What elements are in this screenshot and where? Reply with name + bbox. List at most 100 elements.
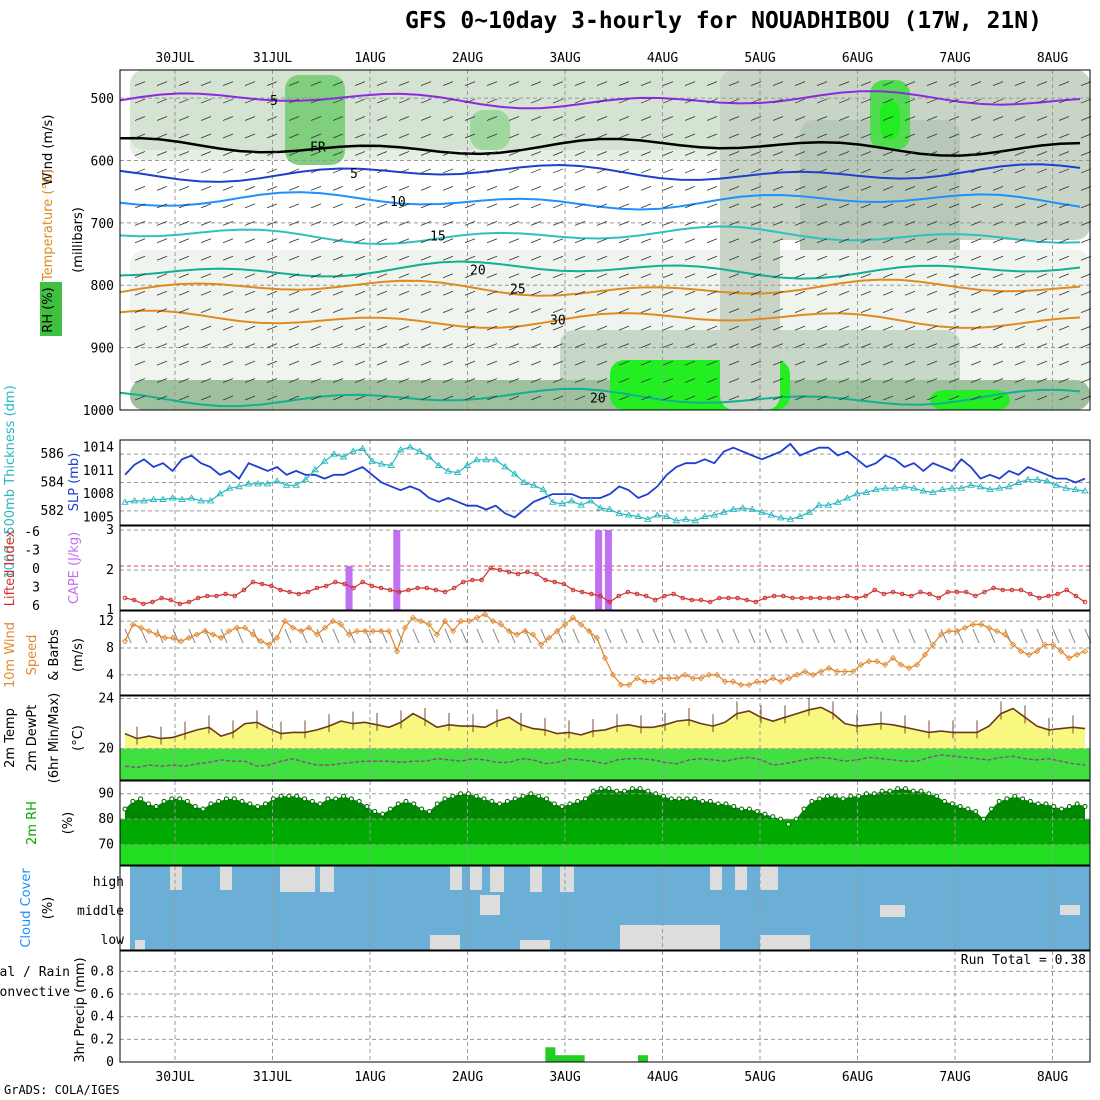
- upper-wind-barb: [970, 273, 982, 279]
- upper-wind-barb: [1014, 98, 1026, 104]
- upper-wind-barb: [684, 168, 696, 174]
- lifted-marker: [689, 597, 695, 603]
- thickness-marker: [491, 455, 500, 463]
- upper-wind-barb: [464, 203, 476, 209]
- upper-wind-barb: [288, 395, 300, 401]
- upper-wind-barb: [288, 151, 300, 156]
- upper-wind-barb: [134, 378, 146, 383]
- upper-wind-barb: [618, 395, 630, 401]
- upper-wind-barb: [882, 186, 894, 191]
- upper-wind-barb: [222, 186, 234, 191]
- upper-wind-barb: [222, 325, 234, 331]
- upper-wind-barb: [530, 255, 542, 261]
- thickness-marker: [482, 455, 490, 463]
- rh-marker: [364, 803, 370, 809]
- rh-marker: [653, 791, 659, 797]
- upper-wind-barb: [508, 186, 520, 191]
- wind-marker: [969, 621, 977, 628]
- upper-wind-barb: [838, 360, 850, 366]
- upper-wind-barb: [310, 203, 322, 209]
- precip-frame: [119, 950, 1091, 1063]
- upper-wind-barb: [948, 290, 960, 296]
- thickness-marker: [558, 499, 567, 507]
- upper-wind-barb: [420, 255, 432, 261]
- rh-marker: [957, 803, 963, 809]
- upper-wind-barb: [376, 255, 388, 261]
- upper-wind-barb: [662, 343, 674, 348]
- rh-marker: [1027, 798, 1033, 804]
- rh-marker: [692, 796, 698, 802]
- upper-wind-barb: [530, 133, 542, 139]
- upper-wind-barb: [288, 116, 300, 121]
- temp-line: [124, 706, 1086, 740]
- upper-wind-barb: [640, 343, 652, 348]
- upper-wind-barb: [464, 395, 476, 401]
- wind-marker: [481, 611, 489, 618]
- upper-wind-barb: [860, 395, 872, 401]
- upper-wind-barb: [948, 203, 960, 209]
- upper-wind-barb: [904, 238, 916, 244]
- rh-marker: [208, 801, 214, 807]
- upper-wind-barb: [816, 133, 828, 139]
- upper-wind-barb: [794, 378, 806, 383]
- lifted-marker: [991, 585, 996, 591]
- upper-wind-barb: [882, 238, 894, 244]
- upper-wind-barb: [486, 343, 498, 348]
- upper-wind-barb: [486, 203, 498, 209]
- upper-wind-barb: [156, 98, 168, 104]
- upper-wind-barb: [706, 360, 718, 366]
- rh-marker: [770, 814, 776, 820]
- rh-marker: [442, 796, 448, 802]
- upper-wind-barb: [310, 220, 322, 226]
- upper-wind-barb: [1080, 238, 1092, 244]
- upper-wind-barb: [266, 343, 278, 348]
- upper-wind-barb: [970, 203, 982, 209]
- rh-marker: [1004, 796, 1010, 802]
- upper-wind-barb: [1080, 290, 1092, 296]
- lifted-marker: [131, 597, 137, 603]
- upper-wind-barb: [244, 116, 256, 121]
- upper-wind-barb: [706, 98, 718, 104]
- rh-marker: [965, 806, 971, 812]
- date-tick-top: 2AUG: [452, 51, 483, 66]
- wind-marker: [401, 624, 409, 631]
- upper-wind-barb: [398, 395, 410, 401]
- upper-wind-barb: [574, 308, 586, 314]
- upper-wind-barb: [706, 290, 718, 296]
- upper-wind-barb: [618, 360, 630, 366]
- wind-marker: [305, 624, 313, 631]
- upper-wind-barb: [288, 273, 300, 279]
- rh-shading: [470, 110, 510, 150]
- upper-wind-barb: [552, 220, 564, 226]
- upper-wind-barb: [706, 255, 718, 261]
- upper-wind-barb: [200, 203, 212, 209]
- lifted-marker: [342, 581, 347, 587]
- upper-wind-barb: [244, 220, 256, 226]
- upper-wind-barb: [992, 395, 1004, 401]
- lifted-marker: [396, 589, 402, 595]
- upper-wind-barb: [1080, 395, 1092, 401]
- lifted-marker: [287, 589, 292, 595]
- upper-wind-barb: [1058, 395, 1070, 401]
- thickness-marker: [634, 512, 643, 519]
- upper-wind-barb: [728, 395, 740, 401]
- upper-wind-barb: [904, 81, 916, 86]
- upper-wind-barb: [178, 343, 190, 348]
- lifted-marker: [954, 589, 960, 595]
- upper-wind-barb: [486, 395, 498, 401]
- upper-wind-barb: [178, 220, 190, 226]
- upper-wind-barb: [156, 220, 168, 226]
- upper-wind-barb: [596, 360, 608, 366]
- thickness-marker: [121, 498, 129, 505]
- upper-wind-barb: [200, 220, 212, 226]
- thickness-marker: [681, 515, 690, 522]
- wind-marker: [985, 624, 993, 631]
- upper-wind-barb: [684, 81, 696, 86]
- upper-wind-barb: [1014, 273, 1026, 279]
- upper-wind-barb: [728, 290, 740, 296]
- lifted-marker: [808, 595, 814, 601]
- upper-wind-barb: [530, 378, 542, 383]
- lifted-marker: [515, 571, 521, 577]
- upper-wind-barb: [794, 203, 806, 209]
- footer-credit: GrADS: COLA/IGES: [4, 1083, 120, 1097]
